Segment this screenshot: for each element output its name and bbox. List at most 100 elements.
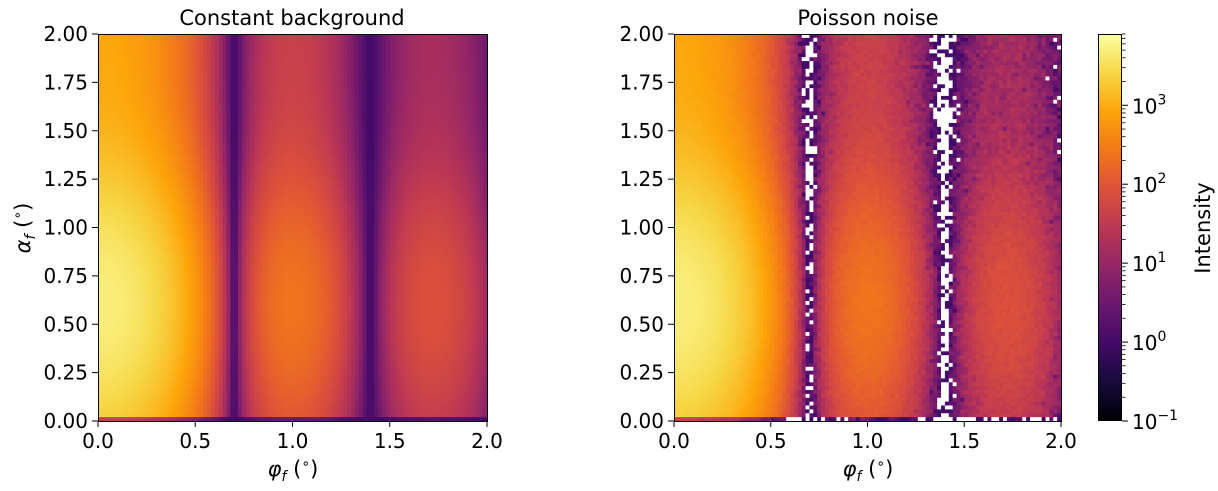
heatmap-cell bbox=[253, 142, 258, 147]
heatmap-cell bbox=[319, 80, 325, 85]
heatmap-cell bbox=[413, 61, 418, 66]
heatmap-cell bbox=[300, 34, 305, 39]
heatmap-cell bbox=[397, 95, 402, 101]
heatmap-cell bbox=[183, 173, 188, 178]
heatmap-cell bbox=[214, 123, 219, 128]
heatmap-cell bbox=[121, 204, 126, 209]
heatmap-cell bbox=[440, 37, 445, 43]
heatmap-cell bbox=[405, 215, 410, 221]
heatmap-cell bbox=[374, 142, 379, 147]
heatmap-cell bbox=[343, 53, 348, 58]
heatmap-cell bbox=[354, 45, 360, 50]
heatmap-cell bbox=[121, 184, 126, 190]
heatmap-cell bbox=[296, 150, 301, 155]
heatmap-cell bbox=[156, 153, 161, 159]
heatmap-cell bbox=[226, 208, 231, 213]
heatmap-cell bbox=[265, 64, 270, 70]
heatmap-cell bbox=[195, 72, 200, 77]
heatmap-cell bbox=[436, 223, 441, 228]
heatmap-cell bbox=[483, 119, 488, 124]
heatmap-cell bbox=[109, 107, 114, 112]
heatmap-cell bbox=[389, 41, 395, 47]
heatmap-cell bbox=[144, 123, 149, 128]
heatmap-cell bbox=[444, 72, 449, 77]
heatmap-cell bbox=[339, 223, 344, 228]
heatmap-cell bbox=[323, 95, 328, 101]
heatmap-cell bbox=[424, 196, 430, 201]
heatmap-cell bbox=[420, 53, 426, 58]
heatmap-cell bbox=[206, 34, 212, 39]
heatmap-cell bbox=[424, 212, 430, 217]
heatmap-cell bbox=[230, 188, 235, 194]
heatmap-cell bbox=[374, 107, 379, 112]
heatmap-cell bbox=[300, 123, 305, 128]
heatmap-cell bbox=[238, 64, 243, 70]
heatmap-cell bbox=[276, 150, 282, 155]
heatmap-cell bbox=[257, 92, 262, 97]
heatmap-cell bbox=[249, 41, 254, 47]
heatmap-cell bbox=[405, 64, 410, 70]
heatmap-cell bbox=[420, 181, 426, 186]
heatmap-cell bbox=[432, 181, 437, 186]
heatmap-cell bbox=[218, 165, 223, 170]
heatmap-cell bbox=[339, 41, 344, 47]
heatmap-cell bbox=[346, 123, 352, 128]
heatmap-cell bbox=[171, 138, 177, 143]
heatmap-cell bbox=[183, 142, 188, 147]
heatmap-cell bbox=[451, 169, 457, 174]
heatmap-cell bbox=[249, 188, 254, 194]
heatmap-cell bbox=[323, 188, 328, 194]
heatmap-cell bbox=[144, 99, 149, 105]
heatmap-cell bbox=[230, 34, 235, 39]
heatmap-cell bbox=[113, 181, 118, 186]
heatmap-cell bbox=[179, 72, 184, 77]
heatmap-cell bbox=[113, 84, 118, 89]
heatmap-cell bbox=[323, 49, 328, 54]
heatmap-cell bbox=[129, 219, 134, 225]
heatmap-cell bbox=[105, 177, 111, 182]
heatmap-cell bbox=[284, 49, 290, 54]
heatmap-cell bbox=[304, 68, 309, 74]
heatmap-cell bbox=[331, 72, 336, 77]
heatmap-cell bbox=[444, 92, 449, 97]
heatmap-cell bbox=[222, 95, 227, 101]
heatmap-cell bbox=[230, 219, 235, 225]
heatmap-cell bbox=[479, 107, 484, 112]
heatmap-cell bbox=[164, 165, 169, 170]
heatmap-cell bbox=[381, 123, 387, 128]
heatmap-cell bbox=[459, 200, 465, 205]
heatmap-cell bbox=[140, 150, 146, 155]
heatmap-cell bbox=[234, 68, 239, 74]
heatmap-cell bbox=[245, 126, 251, 132]
heatmap-cell bbox=[385, 223, 391, 228]
heatmap-cell bbox=[471, 45, 476, 50]
heatmap-cell bbox=[428, 88, 433, 93]
heatmap-cell bbox=[253, 88, 258, 93]
heatmap-cell bbox=[440, 99, 445, 105]
heatmap-cell bbox=[350, 212, 356, 217]
heatmap-cell bbox=[416, 57, 422, 62]
heatmap-cell bbox=[238, 134, 243, 139]
heatmap-cell bbox=[101, 173, 107, 178]
heatmap-cell bbox=[374, 184, 379, 190]
heatmap-cell bbox=[331, 49, 336, 54]
heatmap-cell bbox=[253, 95, 258, 101]
heatmap-cell bbox=[199, 223, 204, 228]
heatmap-cell bbox=[179, 49, 184, 54]
heatmap-cell bbox=[98, 204, 103, 209]
heatmap-cell bbox=[483, 173, 488, 178]
heatmap-cell bbox=[234, 161, 239, 166]
heatmap-cell bbox=[416, 61, 422, 66]
heatmap-cell bbox=[206, 49, 212, 54]
heatmap-cell bbox=[280, 72, 286, 77]
heatmap-cell bbox=[354, 80, 360, 85]
heatmap-cell bbox=[420, 61, 426, 66]
heatmap-cell bbox=[311, 72, 317, 77]
heatmap-cell bbox=[459, 173, 465, 178]
heatmap-cell bbox=[152, 76, 157, 81]
heatmap-cell bbox=[311, 184, 317, 190]
heatmap-cell bbox=[269, 99, 274, 105]
heatmap-cell bbox=[199, 142, 204, 147]
heatmap-cell bbox=[448, 150, 453, 155]
heatmap-cell bbox=[101, 99, 107, 105]
